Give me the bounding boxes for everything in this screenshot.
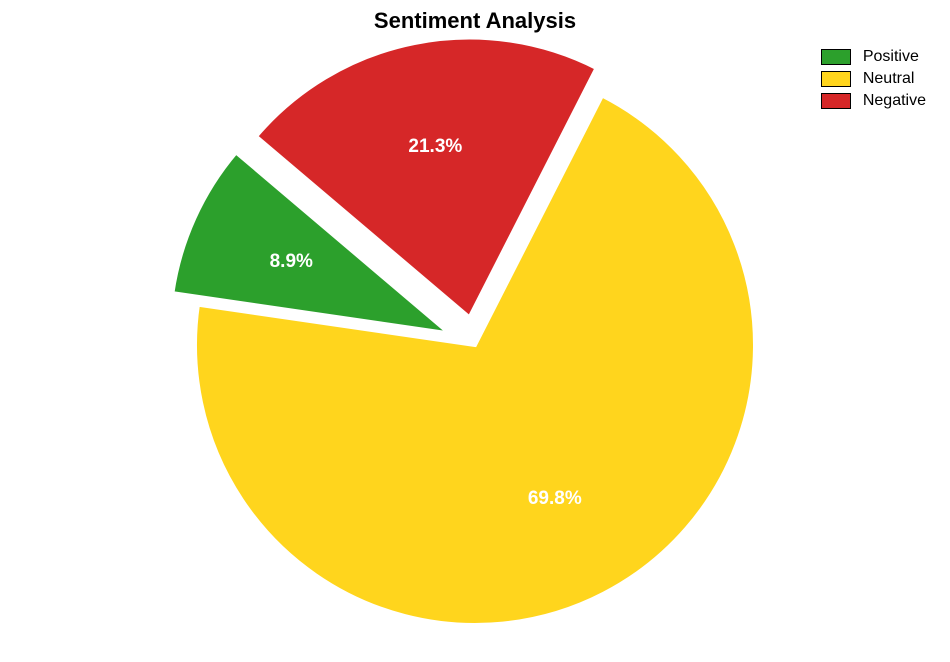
pie-chart (0, 0, 950, 662)
legend-item: Positive (821, 48, 926, 66)
legend: Positive Neutral Negative (821, 48, 926, 114)
legend-item: Neutral (821, 70, 926, 88)
legend-swatch-neutral (821, 71, 851, 87)
slice-label-negative: 21.3% (408, 136, 462, 158)
slice-label-neutral: 69.8% (528, 488, 582, 510)
legend-item: Negative (821, 92, 926, 110)
legend-swatch-negative (821, 93, 851, 109)
legend-swatch-positive (821, 49, 851, 65)
legend-label: Positive (863, 48, 919, 66)
legend-label: Neutral (863, 70, 915, 88)
legend-label: Negative (863, 92, 926, 110)
slice-label-positive: 8.9% (270, 251, 313, 273)
